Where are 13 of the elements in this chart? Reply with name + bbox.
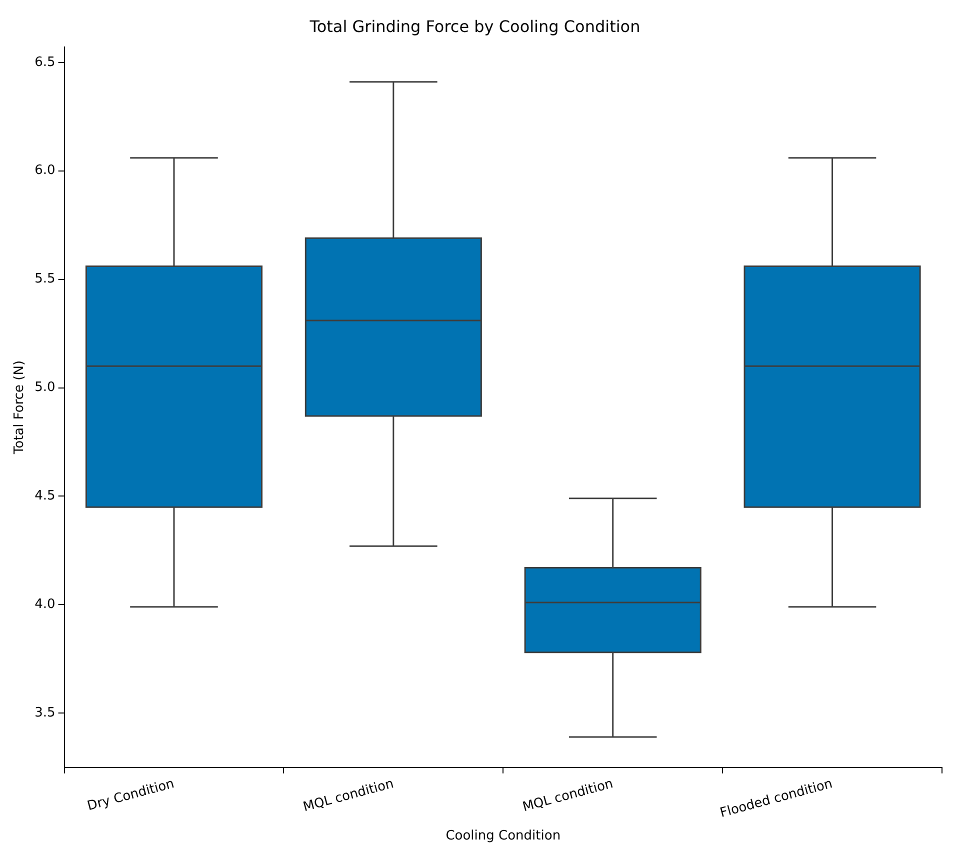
y-tick-label: 6.5: [34, 54, 56, 70]
x-axis-title: Cooling Condition: [446, 828, 561, 844]
y-axis-title: Total Force (N): [12, 360, 28, 456]
x-tick-label: MQL condition: [302, 776, 396, 816]
chart-title: Total Grinding Force by Cooling Condition: [308, 16, 640, 36]
y-tick-label: 4.0: [34, 597, 56, 612]
y-tick-label: 3.5: [34, 706, 56, 721]
y-tick-label: 4.5: [34, 488, 56, 504]
x-tick-label: MQL condition: [521, 776, 615, 816]
y-tick-label: 6.0: [34, 163, 56, 178]
y-tick-label: 5.0: [34, 380, 56, 396]
y-tick-label: 5.5: [34, 272, 56, 287]
x-tick-label: Dry Condition: [86, 776, 176, 814]
